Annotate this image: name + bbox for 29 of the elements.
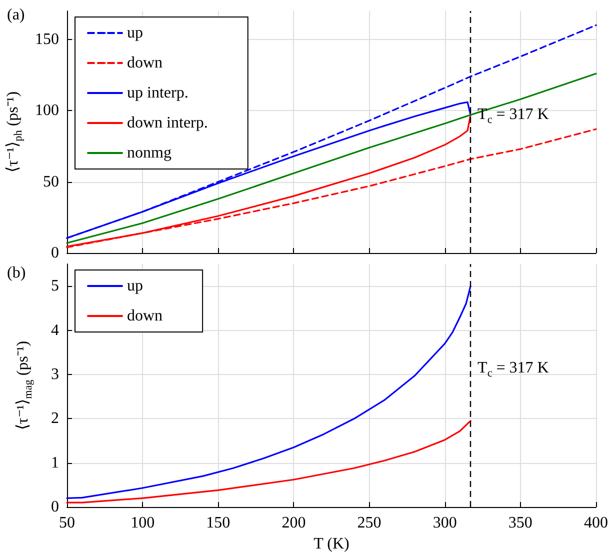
legend-label: up interp. [127,84,188,102]
y-tick-label: 2 [51,410,59,428]
x-tick-label: 250 [357,514,382,532]
x-tick-label: 150 [206,514,230,532]
y-tick-label: 100 [35,102,59,120]
y-tick-label: 50 [43,173,59,190]
y-axis-title: ⟨τ⁻¹⟩ph (ps⁻¹) [4,91,25,173]
y-tick-label: 1 [51,454,59,472]
legend-label: down interp. [127,114,208,132]
x-tick-label: 400 [584,514,608,532]
y-tick-label: 3 [51,366,59,383]
x-tick-label: 100 [130,514,155,532]
y-tick-label: 5 [51,278,59,295]
y-tick-label: 0 [51,498,59,516]
legend-label: down [127,308,163,324]
y-tick-label: 0 [51,244,59,262]
chart-title: (a) [7,6,25,24]
legend-label: nonmg [127,144,172,162]
legend-label: up [127,24,143,42]
x-tick-label: 350 [508,514,532,532]
x-tick-label: 200 [282,514,306,532]
legend-label: up [127,278,143,294]
legend-label: down [127,54,163,72]
y-tick-label: 150 [35,30,59,48]
y-tick-label: 4 [51,322,59,339]
x-tick-label: 300 [432,514,457,532]
x-axis-title: T (K) [314,535,350,552]
y-axis-title: ⟨τ⁻¹⟩mag (ps⁻¹) [14,340,34,430]
chart-title: (b) [7,264,26,282]
